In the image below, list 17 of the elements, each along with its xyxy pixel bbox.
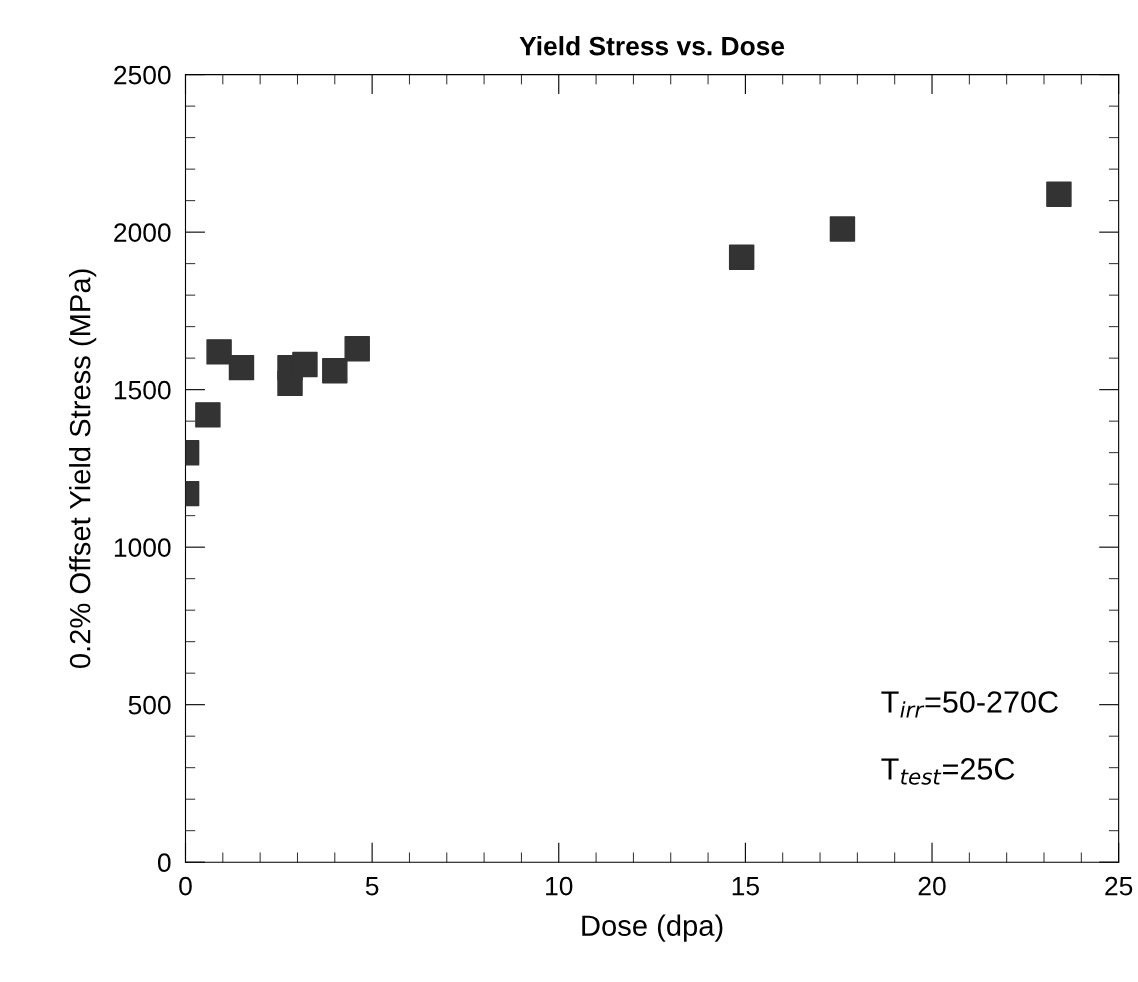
- x-tick-label: 0: [179, 876, 192, 896]
- y-tick-label: 0: [157, 853, 171, 873]
- y-axis-title: 0.2% Offset Yield Stress (MPa): [69, 269, 97, 669]
- y-tick-label: 2000: [114, 223, 171, 242]
- chart-title: Yield Stress vs. Dose: [519, 36, 785, 56]
- x-tick-label: 5: [365, 877, 379, 896]
- y-tick-label: 1500: [114, 380, 171, 400]
- x-axis-title: Dose (dpa): [582, 914, 723, 942]
- x-tick-label: 25: [1105, 876, 1133, 896]
- y-tick-label: 1000: [114, 538, 171, 557]
- y-tick-label: 2500: [114, 65, 171, 85]
- x-tick-label: 10: [546, 876, 573, 896]
- y-tick-label: 500: [128, 695, 171, 715]
- x-tick-label: 20: [918, 876, 946, 896]
- annotation: T$_{test}$=25C: [881, 758, 1015, 785]
- annotation: T$_{irr}$=50-270C: [881, 691, 1058, 718]
- x-tick-label: 15: [732, 877, 759, 896]
